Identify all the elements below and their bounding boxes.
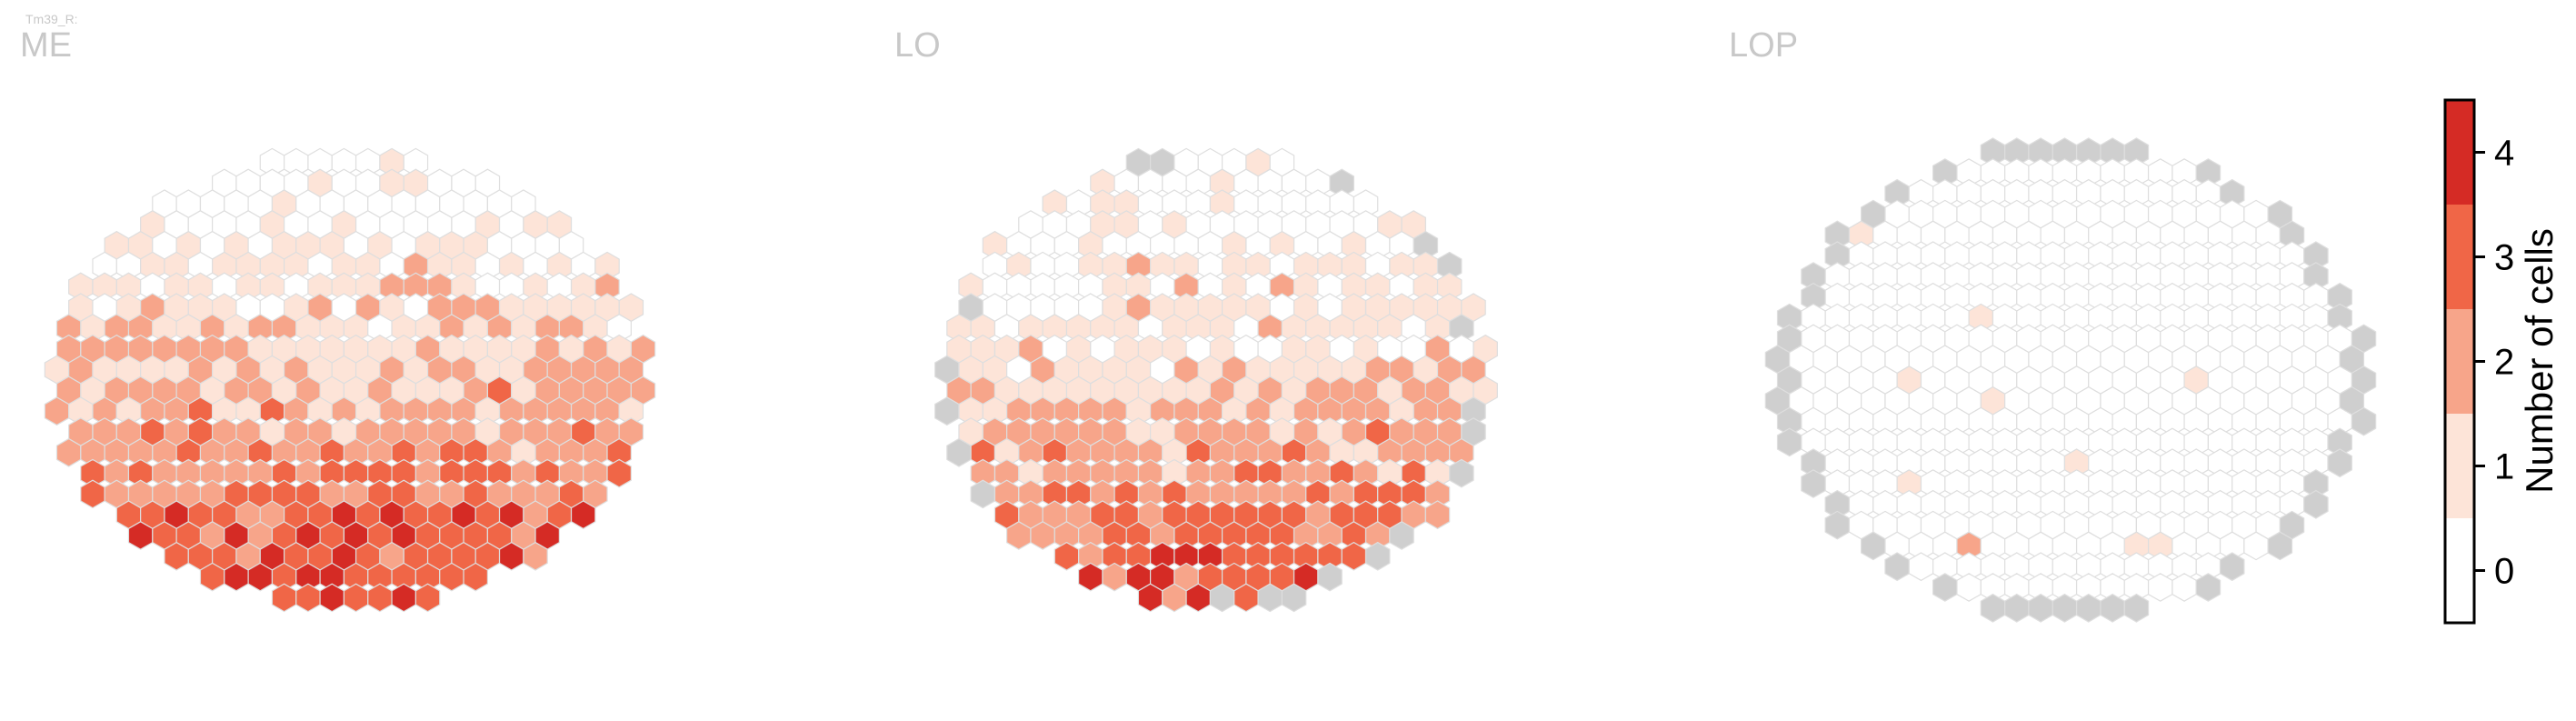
hex-cell [1078, 562, 1103, 592]
hex-cell [1932, 573, 1958, 602]
hex-cell [1801, 469, 1826, 498]
hex-cell [1389, 521, 1414, 550]
hex-grid-me [44, 147, 656, 613]
hex-cell [271, 583, 297, 613]
panel-me: ME [20, 26, 656, 613]
hex-cell [2195, 573, 2222, 602]
panel-title-lop: LOP [1729, 26, 1798, 65]
hex-cell [295, 583, 321, 613]
colorbar-tick-label: 0 [2494, 552, 2514, 592]
hex-cell [2075, 593, 2102, 623]
hex-cell [2327, 448, 2352, 478]
hex-cell [1980, 593, 2006, 623]
hex-cell [1341, 541, 1367, 571]
hex-cell [1776, 427, 1802, 457]
corner-label: Tm39_R: [25, 12, 78, 26]
colorbar-tick-label: 3 [2494, 238, 2514, 278]
hex-cell [1884, 552, 1910, 582]
colorbar-bin [2445, 414, 2474, 518]
hex-cell [80, 479, 105, 509]
hex-cell [1908, 552, 1934, 582]
colorbar-tick-label: 1 [2494, 447, 2514, 487]
colorbar: 0 1 2 3 4 Number of cells [2443, 98, 2561, 625]
hex-cell [2004, 593, 2030, 623]
hex-cell [1824, 510, 1851, 540]
colorbar-bin [2445, 518, 2474, 623]
hex-grid-lop [1764, 137, 2377, 623]
colorbar-bin [2445, 205, 2474, 309]
hex-cell [2267, 531, 2293, 561]
hex-cell [1424, 500, 1451, 530]
hex-cell [1956, 573, 1982, 602]
hex-cell [570, 500, 596, 530]
panel-title-lo: LO [894, 26, 941, 65]
colorbar-tick-label: 4 [2494, 134, 2514, 174]
hex-cell [606, 458, 632, 488]
hex-cell [1317, 562, 1343, 592]
hex-cell [1364, 541, 1391, 571]
panel-title-me: ME [20, 26, 72, 65]
hex-cell [1449, 458, 1474, 488]
hex-cell [343, 583, 369, 613]
colorbar-label: Number of cells [2518, 228, 2561, 494]
hex-cell [2303, 489, 2329, 519]
colorbar-bin [2445, 100, 2474, 205]
hex-cell [391, 583, 416, 613]
hex-cell [319, 583, 345, 613]
colorbar-bin [2445, 309, 2474, 414]
hex-cell [2100, 593, 2125, 623]
hex-cell [414, 583, 441, 613]
hex-cell [2147, 573, 2173, 602]
hex-cell [2351, 406, 2377, 436]
hex-cell [367, 583, 393, 613]
hex-grid-lo [934, 147, 1498, 613]
hex-cell [1281, 583, 1307, 613]
hex-cell [1053, 541, 1080, 571]
panel-lo: LO [894, 26, 1498, 613]
hex-cell [970, 479, 996, 509]
colorbar-tick-label: 2 [2494, 343, 2514, 383]
hex-cell [1102, 562, 1127, 592]
hex-cell [2052, 593, 2078, 623]
hex-cell [523, 541, 548, 571]
hex-cell [2172, 573, 2197, 602]
hex-cell [2219, 552, 2245, 582]
hex-cell [463, 562, 488, 592]
panel-lop: LOP [1729, 26, 2377, 623]
hex-cell [2028, 593, 2053, 623]
hex-cell [2123, 593, 2150, 623]
